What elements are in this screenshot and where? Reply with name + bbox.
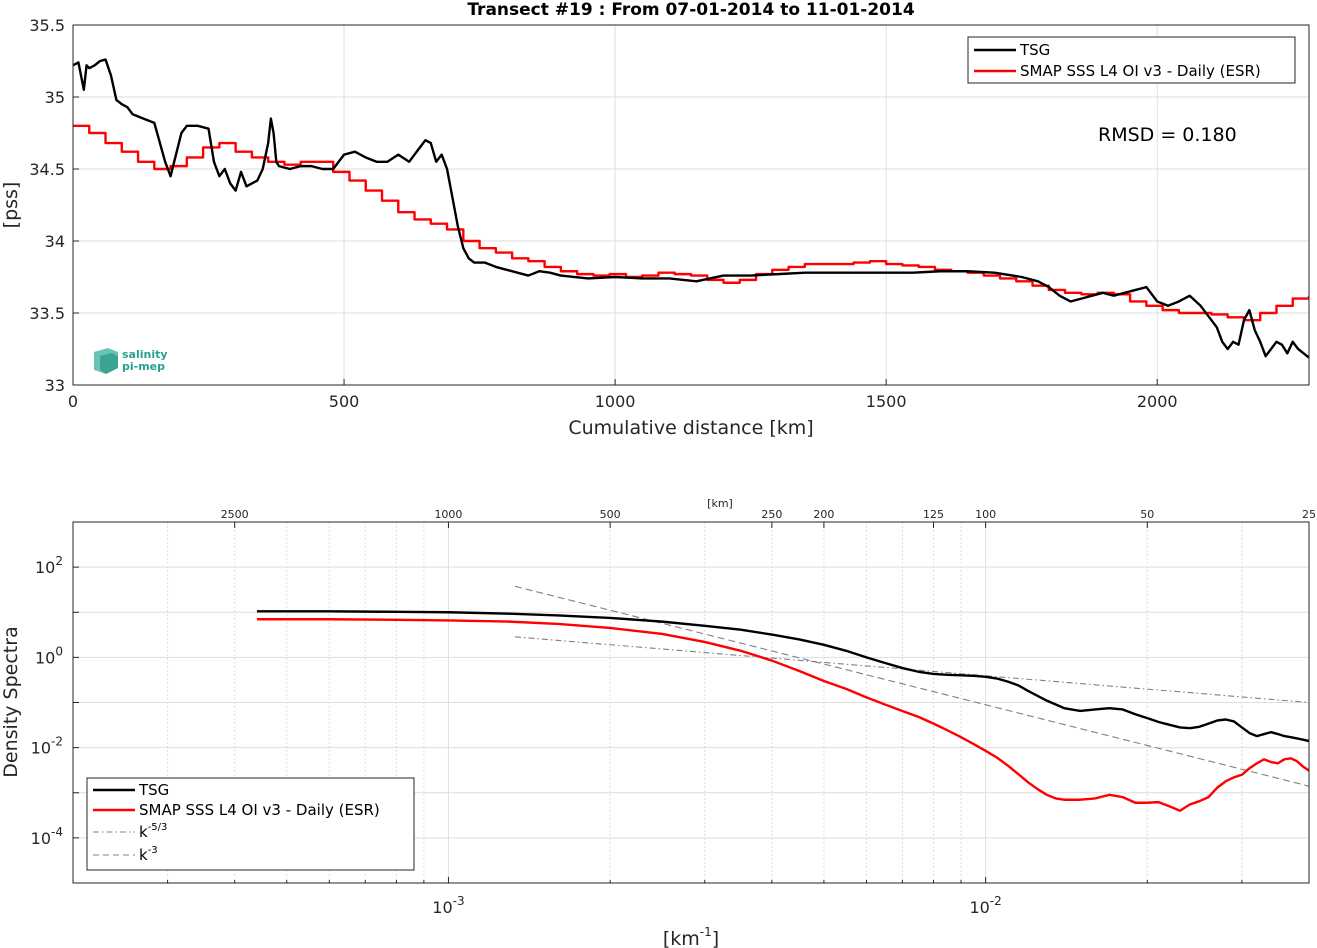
top-legend-tsg-label: TSG: [1019, 41, 1050, 59]
k53-exp: -5/3: [148, 822, 168, 833]
top-grid: [73, 25, 1309, 385]
km-axis-tick-label: 25: [1302, 508, 1316, 521]
x-label-exp: -1: [700, 925, 712, 939]
top-plot-frame: [72, 24, 1310, 386]
k3-exp: -3: [148, 845, 158, 856]
km-axis-tick-label: 200: [813, 508, 834, 521]
logo-text-pi-mep: pi-mep: [122, 360, 165, 373]
top-x-tick-label: 1500: [866, 392, 907, 411]
top-x-tick-label: 500: [329, 392, 360, 411]
bottom-x-axis-label: [km-1]: [663, 925, 719, 948]
salinity-pi-mep-logo: salinity pi-mep: [94, 348, 168, 374]
top-x-axis-label: Cumulative distance [km]: [568, 417, 813, 439]
top-ticks: 0 500 1000 1500 2000 33 33.5 34 34.5 35 35.5: [29, 16, 1177, 411]
km-axis-tick-label: 50: [1140, 508, 1154, 521]
top-km-axis-label: [km]: [707, 497, 733, 510]
spectrum-tsg-line: [256, 610, 1309, 743]
logo-text-salinity: salinity: [122, 348, 168, 361]
top-y-axis-label: [pss]: [0, 182, 22, 229]
top-legend: TSG SMAP SSS L4 OI v3 - Daily (ESR): [967, 36, 1296, 84]
top-chart-title: Transect #19 : From 07-01-2014 to 11-01-…: [467, 0, 915, 20]
k-5-3-reference-line: [514, 636, 1309, 704]
top-legend-box: [967, 36, 1296, 84]
bottom-y-tick-label: 100: [35, 644, 63, 667]
density-spectra-chart: 10-4 10-2 100 102 10-3 10-2 2500 1000 500 250 200 1…: [0, 497, 1316, 948]
km-axis-tick-label: 1000: [434, 508, 462, 521]
logo-mark-shade: [100, 353, 118, 374]
bottom-ticks: 10-4 10-2 100 102 10-3 10-2 2500 1000 500 250 200 1…: [31, 508, 1316, 917]
bottom-y-tick-label: 102: [35, 554, 63, 577]
top-legend-smap-label: SMAP SSS L4 OI v3 - Daily (ESR): [1020, 62, 1261, 80]
top-y-tick-label: 33.5: [29, 304, 65, 323]
top-y-tick-label: 35: [45, 88, 65, 107]
bottom-legend-k53-label: k-5/3: [139, 822, 167, 841]
top-y-tick-label: 34: [45, 232, 65, 251]
km-axis-tick-label: 2500: [221, 508, 249, 521]
bottom-x-tick-label: 10-3: [432, 894, 464, 917]
bottom-series-group: [256, 585, 1309, 812]
top-x-tick-label: 1000: [595, 392, 636, 411]
k53-base: k: [139, 823, 148, 841]
km-axis-tick-label: 500: [600, 508, 621, 521]
top-y-tick-label: 34.5: [29, 160, 65, 179]
bottom-y-tick-label: 10-2: [31, 735, 63, 758]
tsg-series-line: [73, 58, 1309, 359]
km-axis-tick-label: 250: [761, 508, 782, 521]
top-plot-background: [73, 25, 1309, 385]
km-axis-tick-label: 125: [923, 508, 944, 521]
bottom-legend-tsg-label: TSG: [138, 781, 169, 799]
bottom-y-tick-label: 10-4: [31, 825, 63, 848]
salinity-transect-chart: 0 500 1000 1500 2000 33 33.5 34 34.5 35 35.5 Trans…: [0, 0, 1310, 439]
top-series-group: [73, 58, 1309, 359]
spectrum-smap-line: [256, 618, 1309, 812]
top-x-tick-label: 0: [68, 392, 78, 411]
bottom-legend-box: [86, 777, 415, 871]
top-x-tick-label: 2000: [1137, 392, 1178, 411]
bottom-y-axis-label: Density Spectra: [0, 626, 22, 777]
km-axis-tick-label: 100: [975, 508, 996, 521]
bottom-legend: TSG SMAP SSS L4 OI v3 - Daily (ESR) k-5/…: [86, 777, 415, 871]
rmsd-annotation: RMSD = 0.180: [1098, 124, 1237, 146]
x-label-close: ]: [712, 928, 719, 948]
bottom-legend-k3-label: k-3: [139, 845, 158, 864]
top-y-tick-label: 35.5: [29, 16, 65, 35]
bottom-x-tick-label: 10-2: [969, 894, 1001, 917]
top-y-tick-label: 33: [45, 376, 65, 395]
x-label-base: [km: [663, 928, 700, 948]
k3-base: k: [139, 846, 148, 864]
bottom-legend-smap-label: SMAP SSS L4 OI v3 - Daily (ESR): [139, 801, 380, 819]
